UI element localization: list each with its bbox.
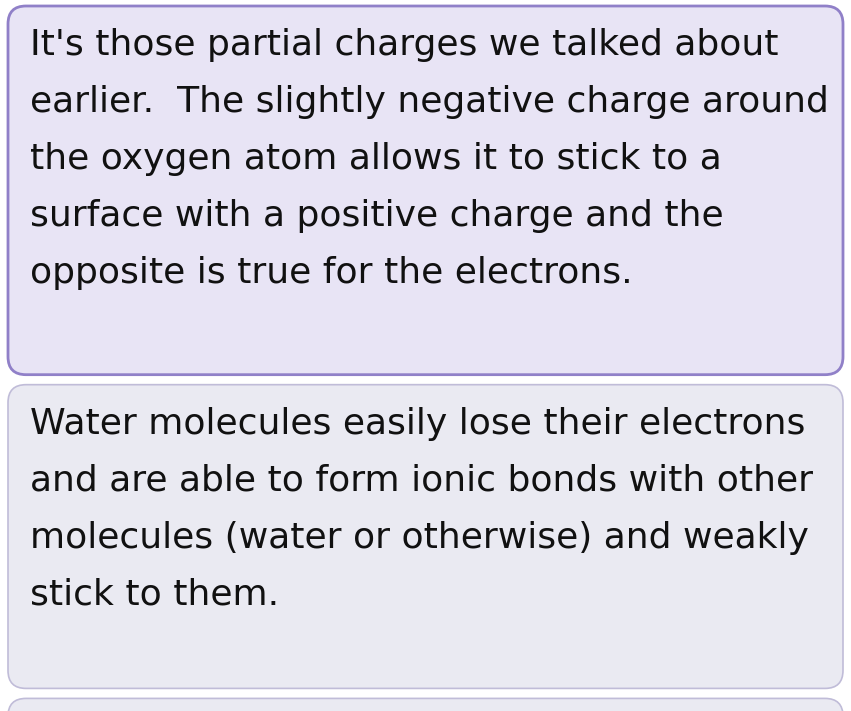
Text: It's those partial charges we talked about
earlier.  The slightly negative charg: It's those partial charges we talked abo… [30, 28, 829, 290]
FancyBboxPatch shape [8, 385, 843, 688]
FancyBboxPatch shape [8, 6, 843, 375]
Text: Water molecules easily lose their electrons
and are able to form ionic bonds wit: Water molecules easily lose their electr… [30, 407, 813, 611]
FancyBboxPatch shape [8, 698, 843, 711]
